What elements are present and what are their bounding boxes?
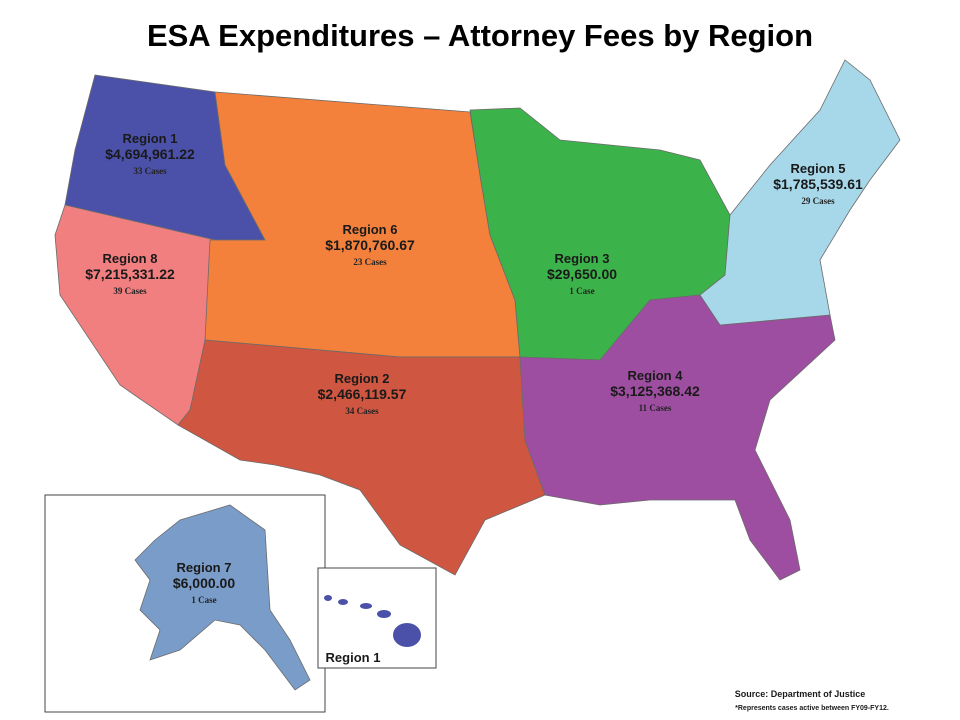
source: Source: Department of Justice [735,689,866,699]
region-amount: $7,215,331.22 [85,266,175,282]
region-cases: 34 Cases [345,406,379,416]
region-cases: 23 Cases [353,257,387,267]
title: ESA Expenditures – Attorney Fees by Regi… [147,18,813,53]
region-amount: $29,650.00 [547,266,617,282]
region-name: Region 4 [628,368,684,383]
hawaii-inset [317,567,437,669]
region-amount: $1,785,539.61 [773,176,863,192]
region-name: Region 2 [335,371,390,386]
region-cases: 11 Cases [639,403,672,413]
region-amount: $1,870,760.67 [325,237,415,253]
region-name: Region 5 [791,161,846,176]
region-amount: $6,000.00 [173,575,235,591]
region-name: Region 3 [555,251,610,266]
region-cases: 29 Cases [801,196,835,206]
region-name: Region 6 [343,222,398,237]
region-7-area [134,504,311,691]
note: *Represents cases active between FY09-FY… [735,705,889,712]
region-5-area [699,59,901,326]
region-8-area [54,204,216,426]
region-cases: 1 Case [569,286,594,296]
region-amount: $4,694,961.22 [105,146,195,162]
region-name: Region 1 [123,131,178,146]
region-cases: 39 Cases [113,286,147,296]
hawaii-islands [324,595,421,647]
region-cases: 33 Cases [133,166,167,176]
region-amount: $3,125,368.42 [610,383,700,399]
region-name: Region 7 [177,560,232,575]
hawaii-label: Region 1 [326,650,381,665]
region-name: Region 8 [103,251,158,266]
region-amount: $2,466,119.57 [318,386,407,402]
region-cases: 1 Case [191,595,216,605]
